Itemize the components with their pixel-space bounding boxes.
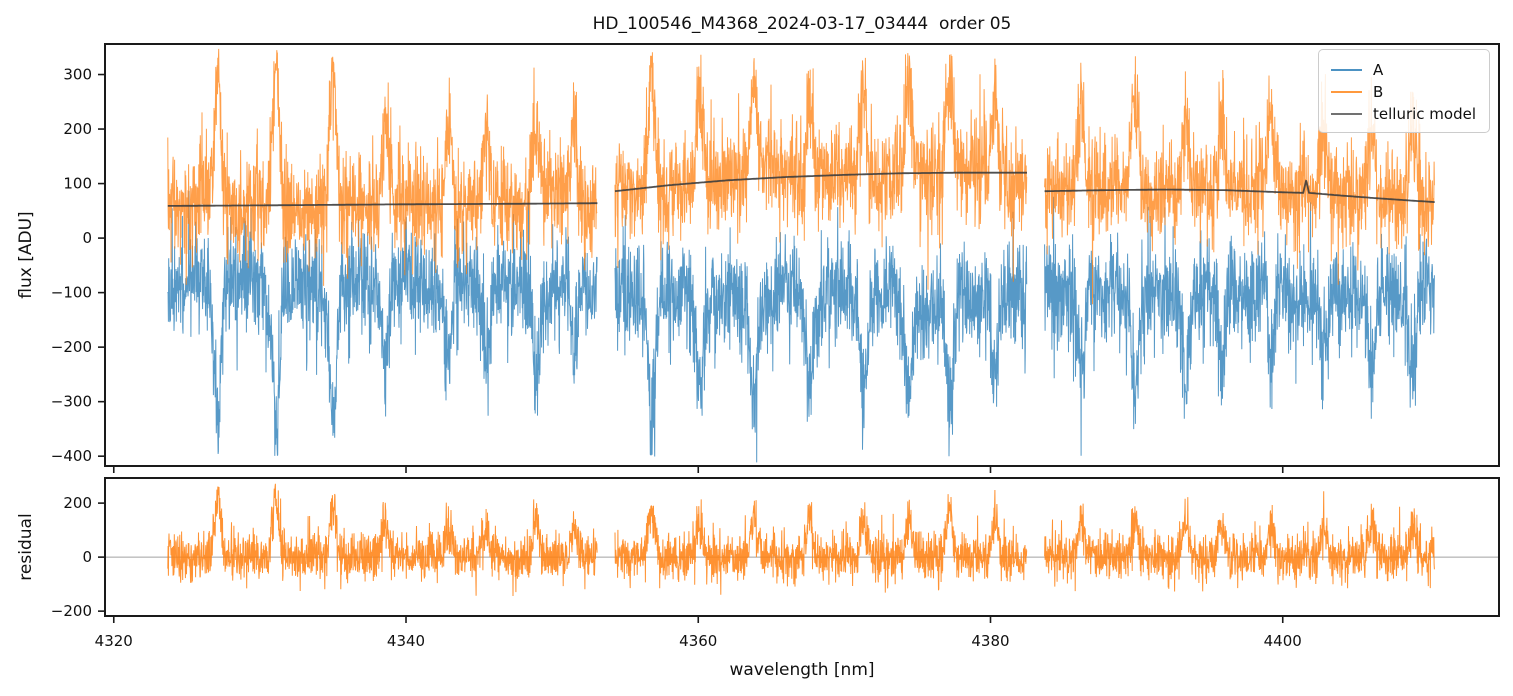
residual-segment-2 [614, 489, 1028, 595]
residual-y-tick-label: 200 [63, 494, 92, 512]
flux-y-tick-label: −100 [51, 284, 92, 302]
legend-entry-b: B [1331, 81, 1479, 103]
x-tick-label: 4400 [1264, 632, 1302, 650]
legend-line-sample-telluric [1331, 113, 1362, 115]
flux-y-tick-label: 100 [63, 175, 92, 193]
legend-entry-telluric: telluric model [1331, 103, 1479, 125]
chart-title: HD_100546_M4368_2024-03-17_03444 order 0… [592, 14, 1012, 34]
flux-panel-frame [104, 43, 1500, 467]
residual-segment-3 [1044, 491, 1435, 592]
legend-entry-a: A [1331, 59, 1479, 81]
series-B-segment-1 [167, 48, 598, 286]
legend-label-telluric: telluric model [1373, 105, 1477, 123]
residual-y-tick-label: −200 [51, 602, 92, 620]
x-tick-label: 4380 [971, 632, 1009, 650]
series-A-segment-2 [614, 207, 1028, 463]
x-tick-label: 4360 [679, 632, 717, 650]
flux-y-tick-label: −400 [51, 447, 92, 465]
residual-y-tick-label: 0 [82, 548, 92, 566]
flux-y-tick-label: 200 [63, 120, 92, 138]
flux-y-tick-label: −300 [51, 393, 92, 411]
legend-line-sample-b [1331, 91, 1362, 93]
legend-line-sample-a [1331, 69, 1362, 71]
flux-y-tick-label: −200 [51, 338, 92, 356]
telluric-model-segment-2 [614, 171, 1027, 193]
series-A-segment-3 [1044, 196, 1435, 456]
telluric-model-segment-1 [167, 202, 598, 207]
telluric-model-segment-3 [1044, 180, 1435, 203]
legend: A B telluric model [1318, 49, 1490, 133]
flux-y-tick-label: 300 [63, 66, 92, 84]
x-tick-label: 4340 [387, 632, 425, 650]
legend-label-b: B [1373, 83, 1384, 101]
series-A-segment-1 [167, 190, 598, 456]
flux-y-tick-label: 0 [82, 229, 92, 247]
residual-segment-1 [167, 483, 598, 597]
residual-panel-frame [104, 477, 1500, 617]
x-axis-label: wavelength [nm] [729, 660, 875, 680]
legend-label-a: A [1373, 61, 1384, 79]
x-tick-label: 4320 [95, 632, 133, 650]
